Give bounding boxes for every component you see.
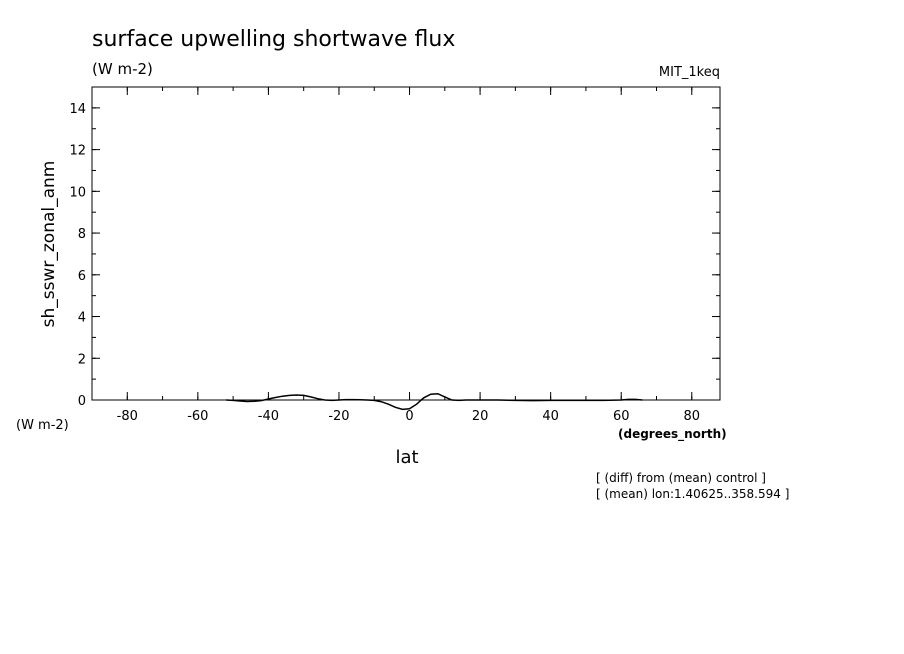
- series-line: [226, 392, 643, 411]
- x-tick-label: 60: [613, 409, 630, 424]
- y-axis-ticks: [92, 86, 720, 401]
- y-axis-tick-labels: 0 2 4 6 8 10 12 14: [69, 102, 86, 409]
- x-tick-label: 0: [405, 409, 413, 424]
- x-units-label: (degrees_north): [618, 427, 727, 442]
- x-axis-label: lat: [395, 447, 418, 468]
- chart-title: surface upwelling shortwave flux: [92, 27, 455, 52]
- y-tick-label: 12: [69, 144, 86, 159]
- x-axis-ticks: [126, 87, 693, 400]
- y-tick-label: 2: [78, 352, 86, 367]
- annotation-diff: [ (diff) from (mean) control ]: [596, 471, 766, 485]
- x-tick-label: 80: [684, 409, 701, 424]
- plot-frame: [91, 86, 721, 401]
- annotation-mean-lon: [ (mean) lon:1.40625..358.594 ]: [596, 487, 789, 501]
- x-tick-label: -40: [258, 409, 279, 424]
- x-tick-label: -20: [328, 409, 349, 424]
- x-axis-tick-labels: -80 -60 -40 -20 0 20 40 60 80: [117, 409, 700, 424]
- x-tick-label: -80: [117, 409, 138, 424]
- x-tick-label: 20: [472, 409, 489, 424]
- y-axis-label: sh_sswr_zonal_anm: [39, 161, 59, 328]
- chart-subtitle: (W m-2): [92, 60, 153, 78]
- y-tick-label: 6: [78, 269, 86, 284]
- x-tick-label: 40: [542, 409, 559, 424]
- y-units-label: (W m-2): [16, 418, 69, 433]
- y-tick-label: 14: [69, 102, 86, 117]
- model-label: MIT_1keq: [659, 65, 720, 80]
- x-tick-label: -60: [187, 409, 208, 424]
- y-tick-label: 10: [69, 185, 86, 200]
- y-tick-label: 8: [78, 227, 86, 242]
- y-tick-label: 4: [78, 311, 86, 326]
- y-tick-label: 0: [78, 394, 86, 409]
